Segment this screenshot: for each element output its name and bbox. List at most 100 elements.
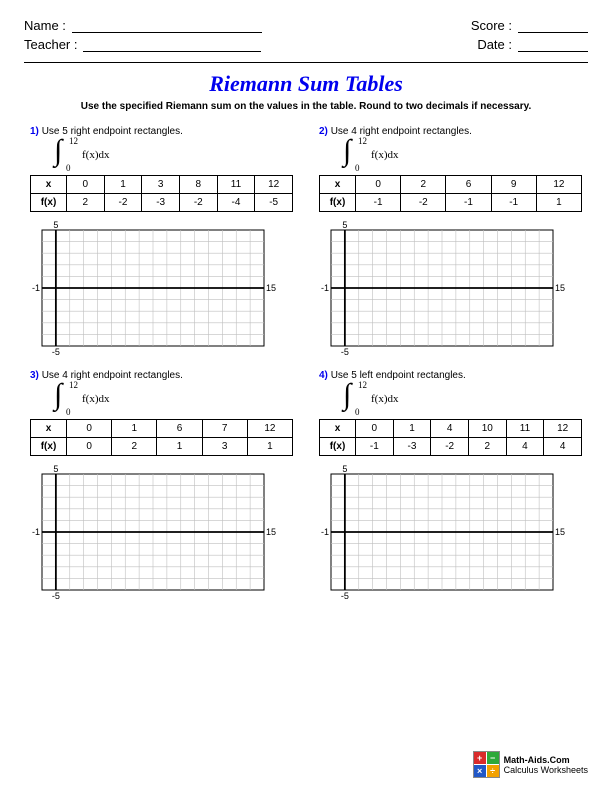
axis-label-bottom: -5: [341, 347, 349, 357]
name-label: Name :: [24, 18, 66, 33]
problem-number: 4): [319, 370, 328, 381]
axis-label-right: 15: [266, 283, 276, 293]
x-cell: 7: [202, 420, 247, 438]
footer-op-icon: ×: [474, 765, 486, 777]
problem-prompt: Use 4 right endpoint rectangles.: [42, 370, 183, 381]
x-cell: 0: [67, 420, 112, 438]
grid-box: 5-5-115: [30, 462, 276, 602]
problem: 2) Use 4 right endpoint rectangles.∫120f…: [319, 126, 582, 358]
x-cell: 4: [431, 420, 469, 438]
integrand: f(x)dx: [371, 394, 399, 405]
score-field: Score :: [471, 18, 588, 33]
axis-label-bottom: -5: [341, 591, 349, 601]
axis-label-left: -1: [32, 283, 40, 293]
fx-cell: 2: [112, 438, 157, 456]
x-header: x: [320, 420, 356, 438]
grid-box: 5 -5 -1 15: [30, 218, 276, 358]
integral-expression: ∫120f(x)dx: [343, 139, 582, 171]
score-line[interactable]: [518, 19, 588, 33]
integral-expression: ∫120f(x)dx: [343, 383, 582, 415]
fx-cell: -2: [104, 194, 142, 212]
date-line[interactable]: [518, 38, 588, 52]
integral-lower: 0: [355, 408, 360, 417]
footer-op-icon: −: [487, 752, 499, 764]
footer-op-icon: ÷: [487, 765, 499, 777]
fx-header: f(x): [31, 194, 67, 212]
integral-lower: 0: [66, 408, 71, 417]
instruction: Use the specified Riemann sum on the val…: [24, 101, 588, 112]
x-cell: 12: [536, 176, 581, 194]
x-cell: 9: [491, 176, 536, 194]
teacher-field: Teacher :: [24, 37, 261, 52]
fx-cell: -5: [255, 194, 293, 212]
integral-icon: ∫: [343, 380, 351, 410]
axis-label-top: 5: [53, 220, 58, 230]
fx-cell: -1: [356, 438, 394, 456]
score-label: Score :: [471, 18, 512, 33]
header-fields-2: Teacher : Date :: [24, 37, 588, 52]
fx-cell: -4: [217, 194, 255, 212]
value-table: x014101112f(x)-1-3-2244: [319, 419, 582, 456]
integral-upper: 12: [69, 137, 78, 146]
axis-label-left: -1: [32, 527, 40, 537]
integral-expression: ∫120f(x)dx: [54, 139, 293, 171]
integral-icon: ∫: [54, 136, 62, 166]
x-header: x: [320, 176, 356, 194]
x-cell: 1: [393, 420, 431, 438]
x-cell: 1: [104, 176, 142, 194]
grid-box: 5-5-115: [319, 462, 565, 602]
footer-op-icon: +: [474, 752, 486, 764]
page-title: Riemann Sum Tables: [24, 71, 588, 97]
fx-cell: 2: [67, 194, 105, 212]
integrand: f(x)dx: [371, 150, 399, 161]
x-cell: 12: [255, 176, 293, 194]
integral-expression: ∫120f(x)dx: [54, 383, 293, 415]
fx-cell: -2: [179, 194, 217, 212]
fx-header: f(x): [320, 438, 356, 456]
integral-icon: ∫: [54, 380, 62, 410]
x-cell: 0: [356, 176, 401, 194]
coordinate-grid: 5-5-115: [30, 462, 276, 602]
teacher-line[interactable]: [83, 38, 261, 52]
fx-cell: 4: [506, 438, 544, 456]
footer-line1: Math-Aids.Com: [504, 755, 588, 765]
axis-label-top: 5: [342, 220, 347, 230]
name-field: Name :: [24, 18, 262, 33]
fx-cell: 2: [468, 438, 506, 456]
fx-cell: 0: [67, 438, 112, 456]
value-table: x01381112f(x)2-2-3-2-4-5: [30, 175, 293, 212]
axis-label-bottom: -5: [52, 347, 60, 357]
x-cell: 10: [468, 420, 506, 438]
integrand: f(x)dx: [82, 150, 110, 161]
integral-upper: 12: [358, 137, 367, 146]
fx-cell: 4: [544, 438, 582, 456]
x-cell: 12: [247, 420, 292, 438]
problem: 4) Use 5 left endpoint rectangles.∫120f(…: [319, 370, 582, 602]
fx-cell: -2: [401, 194, 446, 212]
x-header: x: [31, 420, 67, 438]
coordinate-grid: 5 -5 -1 15: [30, 218, 276, 358]
x-cell: 11: [217, 176, 255, 194]
fx-cell: -1: [446, 194, 491, 212]
axis-label-right: 15: [555, 283, 565, 293]
fx-header: f(x): [320, 194, 356, 212]
x-header: x: [31, 176, 67, 194]
name-line[interactable]: [72, 19, 262, 33]
x-cell: 11: [506, 420, 544, 438]
date-label: Date :: [477, 37, 512, 52]
problem: 1) Use 5 right endpoint rectangles.∫120f…: [30, 126, 293, 358]
footer-icon-grid: +−×÷: [473, 751, 500, 778]
axis-label-top: 5: [342, 464, 347, 474]
value-table: x026912f(x)-1-2-1-11: [319, 175, 582, 212]
axis-label-top: 5: [53, 464, 58, 474]
fx-cell: 1: [247, 438, 292, 456]
coordinate-grid: 5-5-115: [319, 462, 565, 602]
axis-label-left: -1: [321, 527, 329, 537]
fx-cell: -1: [491, 194, 536, 212]
x-cell: 2: [401, 176, 446, 194]
integrand: f(x)dx: [82, 394, 110, 405]
grid-box: 5-5-115: [319, 218, 565, 358]
coordinate-grid: 5-5-115: [319, 218, 565, 358]
header-fields: Name : Score :: [24, 18, 588, 33]
problem-prompt: Use 5 right endpoint rectangles.: [42, 126, 183, 137]
